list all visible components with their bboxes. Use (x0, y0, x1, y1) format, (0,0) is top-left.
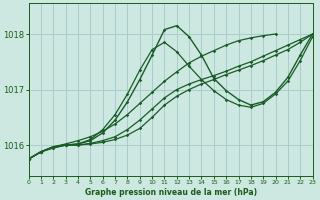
X-axis label: Graphe pression niveau de la mer (hPa): Graphe pression niveau de la mer (hPa) (84, 188, 257, 197)
